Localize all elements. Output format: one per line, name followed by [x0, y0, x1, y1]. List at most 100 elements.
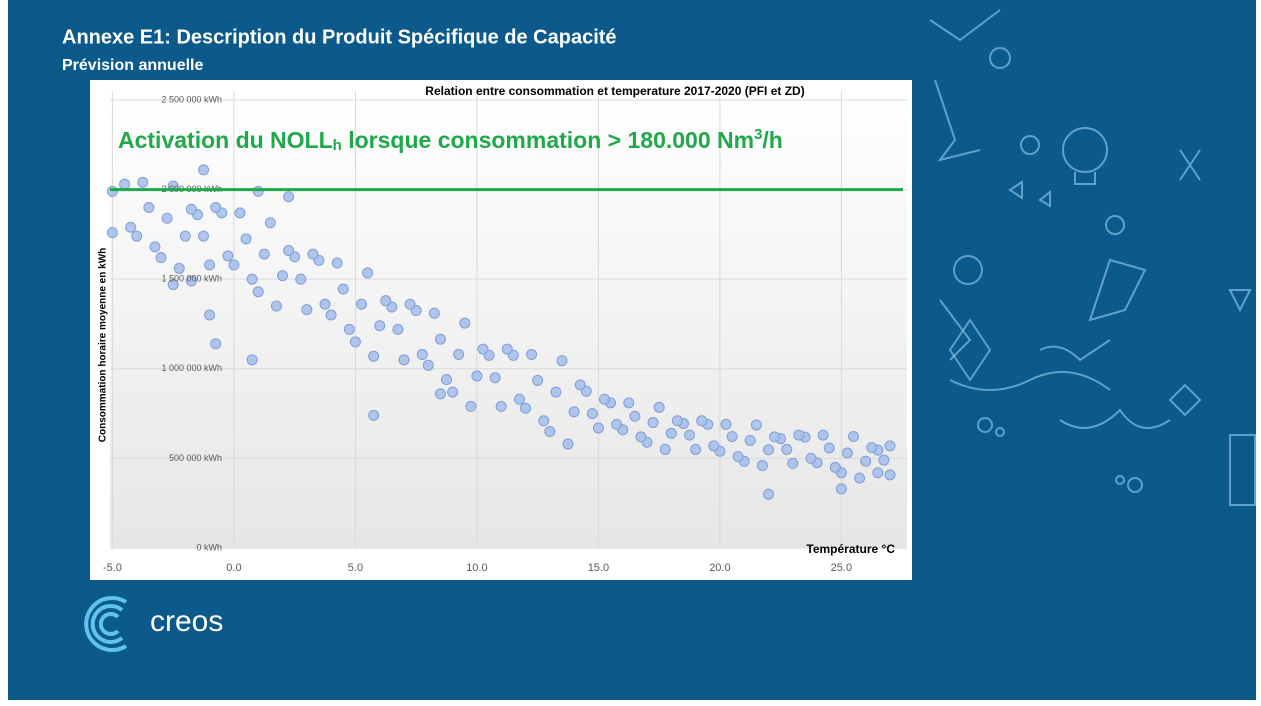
x-tick-label: 15.0 [588, 562, 609, 574]
scatter-point [532, 374, 544, 386]
scatter-point [362, 267, 374, 279]
scatter-point [349, 336, 361, 348]
scatter-point [137, 176, 149, 188]
scatter-point [119, 178, 131, 190]
scatter-point [319, 298, 331, 310]
scatter-point [744, 434, 756, 446]
y-tick-label: 1 500 000 kWh [161, 274, 222, 284]
scatter-point [307, 248, 319, 260]
scatter-point [835, 483, 847, 495]
scatter-point [428, 307, 440, 319]
scatter-point [872, 467, 884, 479]
logo: creos [84, 596, 223, 652]
scatter-point [343, 323, 355, 335]
scatter-point [550, 386, 562, 398]
scatter-point [125, 221, 137, 233]
scatter-point [884, 469, 896, 481]
scatter-point [526, 348, 538, 360]
annotation-part: lorsque consommation > 180.000 Nm [342, 127, 754, 153]
scatter-point [538, 415, 550, 427]
scatter-point [690, 443, 702, 455]
scatter-point [684, 429, 696, 441]
scatter-point [878, 454, 890, 466]
scatter-point [246, 354, 258, 366]
scatter-point [204, 309, 216, 321]
y-axis-title: Consommation horaire moyenne en kWh [98, 248, 109, 442]
scatter-point [708, 440, 720, 452]
scatter-point [185, 275, 197, 287]
slide-subtitle: Prévision annuelle [62, 57, 203, 74]
scatter-point [623, 397, 635, 409]
scatter-point [781, 443, 793, 455]
scatter-point [653, 401, 665, 413]
x-tick-label: 10.0 [466, 562, 487, 574]
scatter-point [495, 400, 507, 412]
scatter-point [635, 431, 647, 443]
scatter-point [854, 472, 866, 484]
scatter-point [556, 355, 568, 367]
scatter-point [368, 350, 380, 362]
scatter-point [325, 309, 337, 321]
scatter-point [459, 317, 471, 329]
scatter-point [860, 455, 872, 467]
scatter-point [762, 488, 774, 500]
scatter-point [422, 359, 434, 371]
scatter-point [301, 304, 313, 316]
scatter-point [143, 201, 155, 213]
x-tick-label: 25.0 [831, 562, 852, 574]
scatter-point [222, 250, 234, 262]
x-tick-label: 20.0 [709, 562, 730, 574]
scatter-point [750, 419, 762, 431]
scatter-point [167, 279, 179, 291]
scatter-point [817, 429, 829, 441]
scatter-point [866, 442, 878, 454]
annotation-part: 3 [754, 126, 762, 143]
scatter-point [173, 262, 185, 274]
scatter-point [441, 374, 453, 386]
scatter-point [149, 241, 161, 253]
scatter-point [434, 388, 446, 400]
scatter-point [823, 442, 835, 454]
scatter-point [598, 393, 610, 405]
plot-area [110, 91, 907, 548]
scatter-point [246, 273, 258, 285]
y-tick-label: 1 000 000 kWh [161, 363, 222, 373]
scatter-point [374, 320, 386, 332]
scatter-point [368, 409, 380, 421]
scatter-point [355, 298, 367, 310]
y-tick-label: 2 500 000 kWh [161, 94, 222, 104]
scatter-point [240, 233, 252, 245]
scatter-point [252, 185, 264, 197]
scatter-point [720, 418, 732, 430]
scatter-point [337, 283, 349, 295]
scatter-point [659, 443, 671, 455]
scatter-point [629, 410, 641, 422]
scatter-point [665, 427, 677, 439]
scatter-point [404, 298, 416, 310]
scatter-point [210, 338, 222, 350]
scatter-point [106, 227, 118, 239]
slide-title: Annexe E1: Description du Produit Spécif… [62, 26, 617, 48]
scatter-point [185, 203, 197, 215]
annotation-part: h [333, 137, 342, 154]
x-tick-label: 0.0 [226, 562, 241, 574]
scatter-point [331, 257, 343, 269]
scatter-point [131, 230, 143, 242]
scatter-point [447, 386, 459, 398]
scatter-point [252, 286, 264, 298]
scatter-point [277, 270, 289, 282]
scatter-point [489, 372, 501, 384]
scatter-point [155, 252, 167, 264]
scatter-point [501, 343, 513, 355]
scatter-point [198, 230, 210, 242]
annotation-part: Activation du NOLL [118, 127, 333, 153]
scatter-point [161, 212, 173, 224]
scatter-point [647, 417, 659, 429]
scatter-point [696, 415, 708, 427]
scatter-point [762, 444, 774, 456]
scatter-point [829, 461, 841, 473]
scatter-point [434, 333, 446, 345]
scatter-point [283, 191, 295, 203]
chart-title: Relation entre consommation et temperatu… [425, 84, 804, 98]
